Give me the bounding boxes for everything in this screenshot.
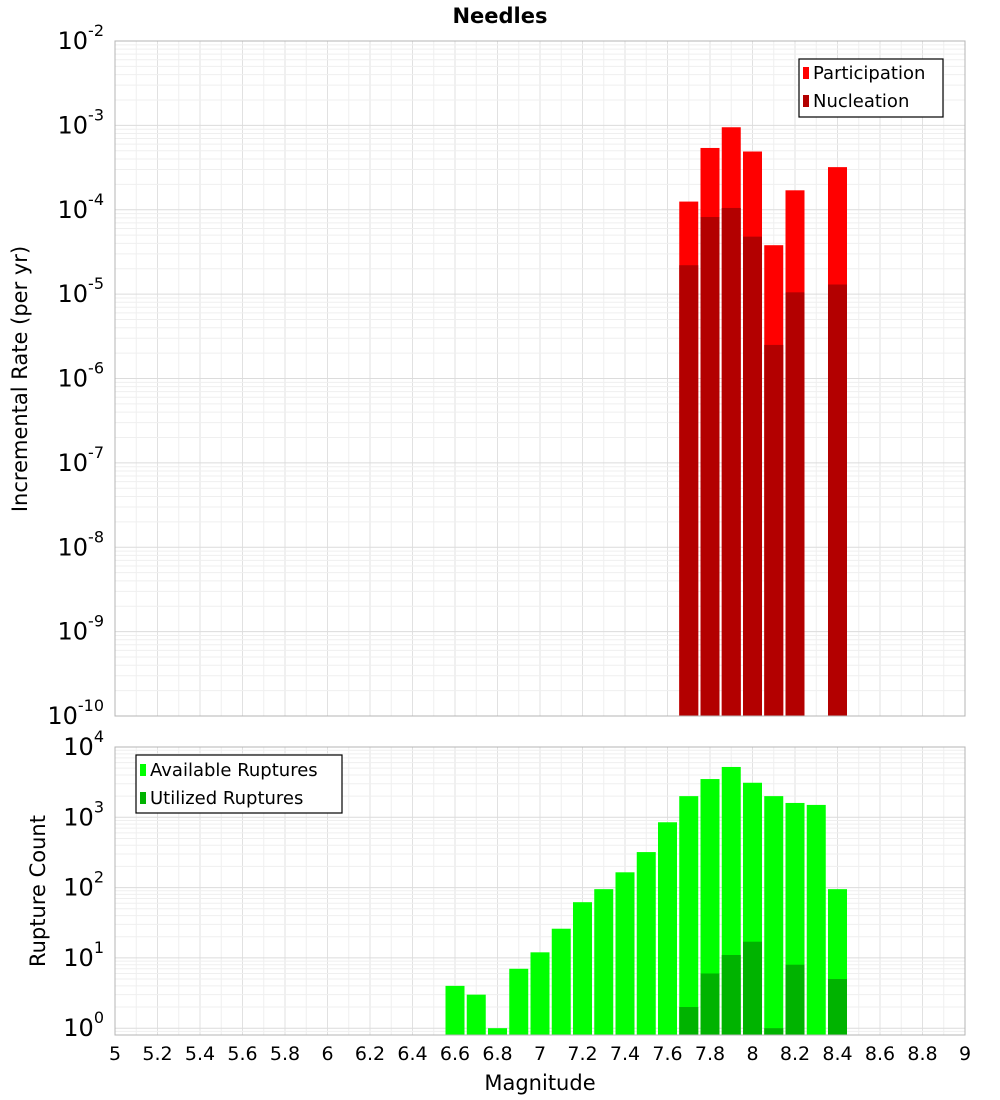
- legend-label-utilized: Utilized Ruptures: [150, 788, 303, 809]
- top-plot-frame: [114, 40, 966, 717]
- bottom-legend-box: [135, 754, 343, 814]
- bottom-y-tick-label: 104: [63, 727, 104, 761]
- bottom-bar-secondary: [785, 964, 805, 1035]
- legend-swatch-participation: [803, 67, 809, 79]
- bottom-bar-primary: [509, 968, 529, 1035]
- x-tick-label: 7.6: [652, 1043, 682, 1065]
- x-tick-label: 6.8: [482, 1043, 512, 1065]
- x-tick-label: 8: [746, 1043, 758, 1065]
- bottom-bar-primary: [700, 779, 720, 1035]
- bottom-bar-secondary: [721, 954, 741, 1035]
- x-tick-label: 7.8: [695, 1043, 725, 1065]
- x-tick-label: 8.4: [822, 1043, 852, 1065]
- top-bar-secondary: [700, 217, 720, 716]
- x-tick-label: 7.2: [567, 1043, 597, 1065]
- bottom-y-tick-label: 103: [63, 797, 104, 831]
- top-y-tick-label: 10-6: [58, 359, 105, 393]
- bottom-bar-primary: [551, 928, 571, 1035]
- bottom-bar-primary: [594, 889, 614, 1035]
- legend-label-nucleation: Nucleation: [813, 91, 909, 112]
- bottom-bar-primary: [764, 796, 784, 1035]
- x-tick-label: 8.2: [780, 1043, 810, 1065]
- top-y-tick-labels: 10-10 10-9 10-8 10-7 10-6 10-5 10-4 10-3 10-2: [47, 21, 104, 730]
- top-legend-box: [798, 58, 944, 118]
- x-tick-label: 6.6: [440, 1043, 470, 1065]
- top-legend: Participation Nucleation: [798, 58, 944, 118]
- x-tick-label: 9: [959, 1043, 971, 1065]
- top-bar-secondary: [743, 236, 762, 716]
- legend-label-participation: Participation: [813, 63, 925, 84]
- bottom-y-tick-label: 101: [63, 938, 104, 972]
- top-y-tick-label: 10-3: [58, 105, 105, 139]
- bottom-bar-secondary: [700, 973, 720, 1035]
- bottom-bar-secondary: [764, 1028, 784, 1035]
- bottom-bar-primary: [573, 902, 592, 1035]
- bottom-y-tick-labels: 100 101 102 103 104: [63, 727, 104, 1042]
- bottom-bars: [445, 766, 847, 1035]
- top-y-tick-label: 10-4: [58, 190, 105, 224]
- x-tick-label: 5.4: [185, 1043, 215, 1065]
- top-bar-secondary: [721, 207, 741, 716]
- x-tick-label: 5.8: [270, 1043, 300, 1065]
- x-tick-label: 7: [534, 1043, 546, 1065]
- top-bar-secondary: [785, 292, 805, 716]
- bottom-bar-primary: [636, 852, 656, 1035]
- top-y-tick-label: 10-10: [47, 696, 104, 730]
- bottom-y-tick-label: 102: [63, 868, 104, 902]
- chart-title: Needles: [452, 4, 547, 28]
- bottom-bar-primary: [806, 804, 826, 1035]
- bottom-plot-frame: [114, 746, 966, 1036]
- bottom-bar-secondary: [828, 979, 847, 1035]
- x-tick-label: 7.4: [610, 1043, 640, 1065]
- bottom-bar-primary: [679, 796, 699, 1035]
- x-tick-label: 5: [109, 1043, 121, 1065]
- x-tick-label: 6.2: [355, 1043, 385, 1065]
- bottom-bar-primary: [488, 1028, 507, 1035]
- top-y-tick-label: 10-5: [58, 274, 105, 308]
- x-tick-label: 5.2: [142, 1043, 172, 1065]
- top-bars: [679, 127, 847, 717]
- x-tick-label: 5.6: [227, 1043, 257, 1065]
- top-y-tick-label: 10-2: [58, 21, 105, 55]
- top-bar-secondary: [764, 344, 784, 716]
- bottom-bar-primary: [615, 872, 635, 1035]
- bottom-y-tick-label: 100: [63, 1008, 104, 1042]
- bottom-bar-secondary: [743, 941, 762, 1035]
- bottom-legend: Available Ruptures Utilized Ruptures: [135, 754, 343, 814]
- x-tick-label: 6.4: [397, 1043, 427, 1065]
- top-y-tick-label: 10-9: [58, 612, 105, 646]
- x-tick-labels: 5 5.2 5.4 5.6 5.8 6 6.2 6.4 6.6 6.8 7 7.2 7.4 7.6 7.8 8…: [109, 1043, 971, 1065]
- legend-swatch-utilized: [140, 792, 146, 804]
- x-tick-label: 6: [321, 1043, 333, 1065]
- bottom-bar-primary: [466, 994, 486, 1035]
- bottom-y-axis-label: Rupture Count: [26, 815, 50, 967]
- top-y-tick-label: 10-8: [58, 527, 105, 561]
- top-y-tick-label: 10-7: [58, 443, 105, 477]
- bottom-bar-primary: [530, 952, 550, 1035]
- x-tick-label: 8.8: [907, 1043, 937, 1065]
- bottom-bar-primary: [658, 822, 677, 1035]
- top-bar-secondary: [828, 284, 847, 716]
- top-bar-secondary: [679, 265, 699, 716]
- top-y-axis-label: Incremental Rate (per yr): [8, 246, 32, 512]
- legend-swatch-available: [140, 764, 146, 776]
- legend-swatch-nucleation: [803, 95, 809, 107]
- bottom-bar-secondary: [679, 1007, 699, 1035]
- legend-label-available: Available Ruptures: [150, 760, 318, 781]
- top-plot-area: [114, 40, 966, 717]
- x-tick-label: 8.6: [865, 1043, 895, 1065]
- bottom-bar-primary: [445, 985, 465, 1035]
- x-axis-label: Magnitude: [484, 1071, 595, 1095]
